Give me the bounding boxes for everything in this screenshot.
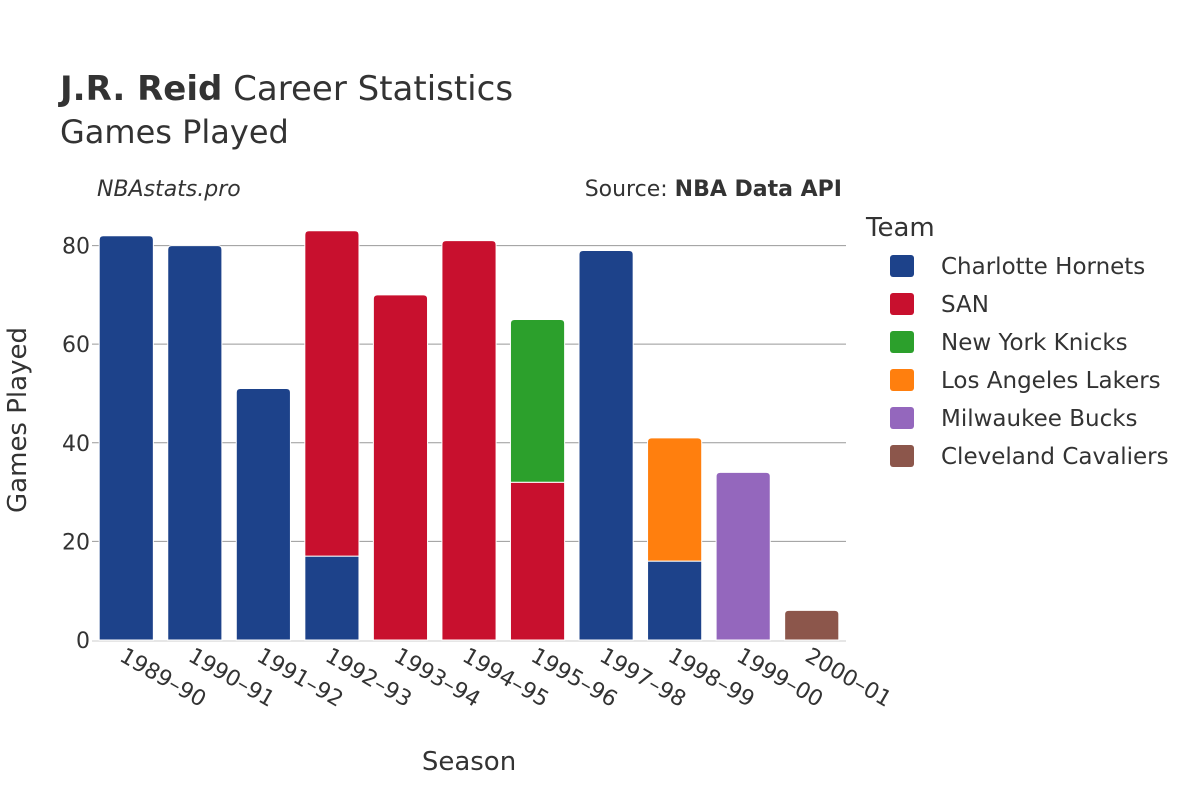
bar-charlotte-hornets-7	[578, 250, 634, 641]
bar-charlotte-hornets-1	[167, 245, 223, 641]
bar-charlotte-hornets-2	[235, 388, 291, 641]
player-name: J.R. Reid	[60, 69, 223, 109]
bar-san-5	[441, 240, 497, 641]
bar-san-3	[304, 230, 360, 557]
legend-swatch	[890, 369, 914, 391]
legend-swatch	[890, 255, 914, 277]
title-suffix: Career Statistics	[222, 69, 514, 109]
bar-new-york-knicks-6	[509, 319, 566, 483]
y-tick-label: 0	[76, 629, 90, 654]
legend-swatch	[890, 445, 914, 467]
y-tick-label: 60	[62, 333, 90, 358]
legend-label: Cleveland Cavaliers	[941, 444, 1169, 470]
bar-los-angeles-lakers-8	[647, 437, 703, 562]
legend-label: Los Angeles Lakers	[941, 368, 1161, 394]
legend-label: Milwaukee Bucks	[941, 406, 1138, 432]
legend-swatch	[890, 407, 914, 429]
bar-milwaukee-bucks-9	[715, 471, 771, 641]
legend-label: SAN	[941, 292, 989, 318]
bars	[98, 230, 840, 641]
bar-san-6	[509, 481, 566, 641]
chart-title: J.R. Reid Career Statistics	[60, 68, 513, 110]
source-prefix: Source:	[584, 177, 675, 202]
legend-title: Team	[865, 213, 935, 243]
bar-san-4	[372, 294, 429, 641]
source-credit: Source: NBA Data API	[585, 177, 842, 202]
bar-charlotte-hornets-3	[304, 555, 360, 641]
bar-charlotte-hornets-8	[647, 560, 703, 641]
bar-charlotte-hornets-0	[98, 235, 154, 641]
legend-label: New York Knicks	[941, 330, 1128, 356]
legend-swatch	[890, 293, 914, 315]
y-tick-label: 20	[62, 530, 90, 555]
y-tick-labels: 0 20 40 60 80	[62, 235, 90, 654]
y-axis-label: Games Played	[3, 327, 33, 513]
bar-cleveland-cavaliers-10	[784, 609, 840, 641]
y-tick-label: 80	[62, 235, 90, 260]
legend-label: Charlotte Hornets	[941, 254, 1145, 280]
x-axis-label: Season	[422, 747, 516, 777]
site-watermark: NBAstats.pro	[97, 177, 241, 202]
y-tick-label: 40	[62, 432, 90, 457]
legend-swatch	[890, 331, 914, 353]
x-tick-labels: 1989–901990–911991–921992–931993–941994–…	[115, 644, 895, 713]
source-name: NBA Data API	[674, 177, 842, 202]
chart-subtitle: Games Played	[60, 113, 289, 151]
